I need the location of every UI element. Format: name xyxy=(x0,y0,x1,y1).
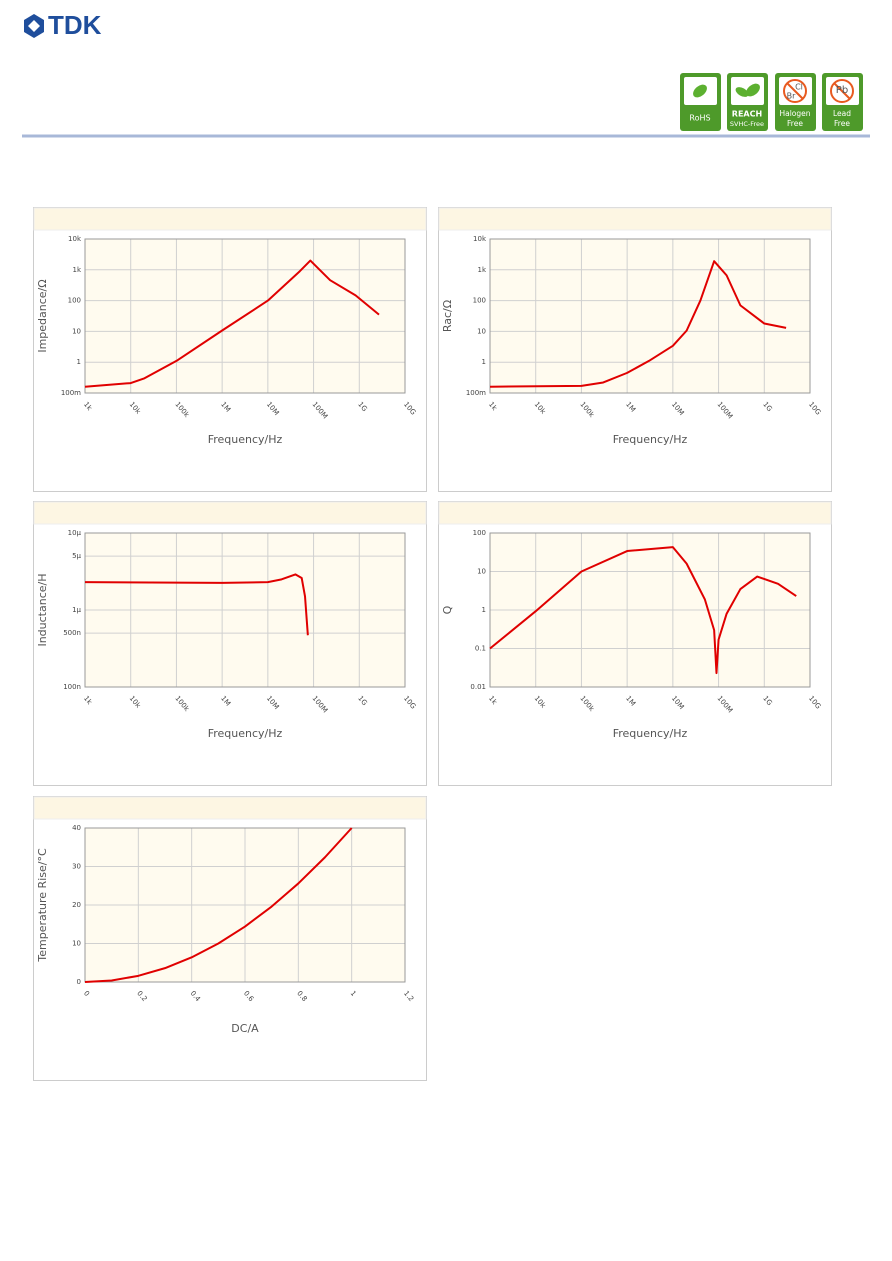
y-tick-label: 1 xyxy=(482,606,486,614)
badge-symbol: Cl xyxy=(795,83,803,92)
y-tick-label: 100 xyxy=(68,297,81,305)
x-axis-label: Frequency/Hz xyxy=(208,727,283,740)
data-line xyxy=(84,573,309,636)
x-tick-label: 0 xyxy=(82,989,91,998)
plot-frame xyxy=(489,238,811,394)
y-axis-label: Rac/Ω xyxy=(441,300,454,332)
y-tick-label: 500n xyxy=(63,629,81,637)
y-tick-label: 100n xyxy=(63,683,81,691)
y-tick-label: 1k xyxy=(477,266,486,274)
y-tick-label: 1 xyxy=(77,358,81,366)
y-tick-label: 10 xyxy=(72,940,81,948)
badge-label: Free xyxy=(787,119,803,128)
badge-label: Free xyxy=(834,119,850,128)
data-line xyxy=(84,259,380,388)
y-tick-label: 10k xyxy=(68,235,82,243)
y-tick-label: 10 xyxy=(477,327,486,335)
y-axis-label: Temperature Rise/°C xyxy=(36,848,49,963)
panel-header xyxy=(33,501,427,525)
y-axis-label: Impedance/Ω xyxy=(36,279,49,352)
leaf xyxy=(735,87,749,97)
logo-text: TDK xyxy=(48,10,102,40)
y-tick-label: 100 xyxy=(473,529,486,537)
y-tick-label: 10µ xyxy=(68,529,82,537)
badges: RoHS REACH SVHC-Free Cl Br Halogen Free … xyxy=(680,73,863,131)
logo-mark-inner xyxy=(28,20,40,32)
plot-frame xyxy=(489,532,811,688)
y-tick-label: 0.1 xyxy=(475,645,486,653)
y-tick-label: 100m xyxy=(61,389,81,397)
y-tick-label: 30 xyxy=(72,863,81,871)
badge-label: Halogen xyxy=(779,109,810,118)
badge-label: Lead xyxy=(833,109,851,118)
leaf xyxy=(746,83,760,97)
x-axis-label: Frequency/Hz xyxy=(613,727,688,740)
data-line xyxy=(489,260,787,388)
x-axis-label: Frequency/Hz xyxy=(208,433,283,446)
y-tick-label: 100 xyxy=(473,297,486,305)
y-tick-label: 100m xyxy=(466,389,486,397)
ban-circle xyxy=(783,79,807,103)
plot-area xyxy=(489,238,811,394)
data-line xyxy=(84,827,353,983)
y-axis-label: Inductance/H xyxy=(36,573,49,646)
plot-frame xyxy=(84,532,406,688)
x-axis-label: DC/A xyxy=(231,1022,259,1035)
badge-label: SVHC-Free xyxy=(730,120,764,128)
logo: TDK xyxy=(24,10,102,40)
leaf xyxy=(693,84,707,98)
y-axis-label: Q xyxy=(441,605,454,614)
x-tick-label: 1 xyxy=(349,989,358,998)
y-tick-label: 1 xyxy=(482,358,486,366)
panel-header xyxy=(438,207,832,231)
ban-circle xyxy=(830,79,854,103)
panel-header xyxy=(438,501,832,525)
y-tick-label: 40 xyxy=(72,824,81,832)
data-line xyxy=(489,546,797,675)
y-tick-label: 10 xyxy=(72,327,81,335)
y-tick-label: 1µ xyxy=(72,606,81,614)
badge-symbol: Br xyxy=(787,92,796,101)
y-tick-label: 0.01 xyxy=(470,683,486,691)
y-tick-label: 0 xyxy=(77,978,81,986)
ban-slash xyxy=(786,82,804,100)
y-tick-label: 5µ xyxy=(72,552,81,560)
y-tick-label: 10 xyxy=(477,568,486,576)
badge-symbol: Pb xyxy=(836,85,848,96)
panel-header xyxy=(33,207,427,231)
panel-header xyxy=(33,796,427,820)
badge-label: RoHS xyxy=(689,114,710,123)
y-tick-label: 1k xyxy=(72,266,81,274)
plot-frame xyxy=(84,827,406,983)
plot-frame xyxy=(84,238,406,394)
badge-label: REACH xyxy=(732,110,762,119)
y-tick-label: 20 xyxy=(72,901,81,909)
ban-slash xyxy=(833,82,851,100)
x-axis-label: Frequency/Hz xyxy=(613,433,688,446)
y-tick-label: 10k xyxy=(473,235,487,243)
